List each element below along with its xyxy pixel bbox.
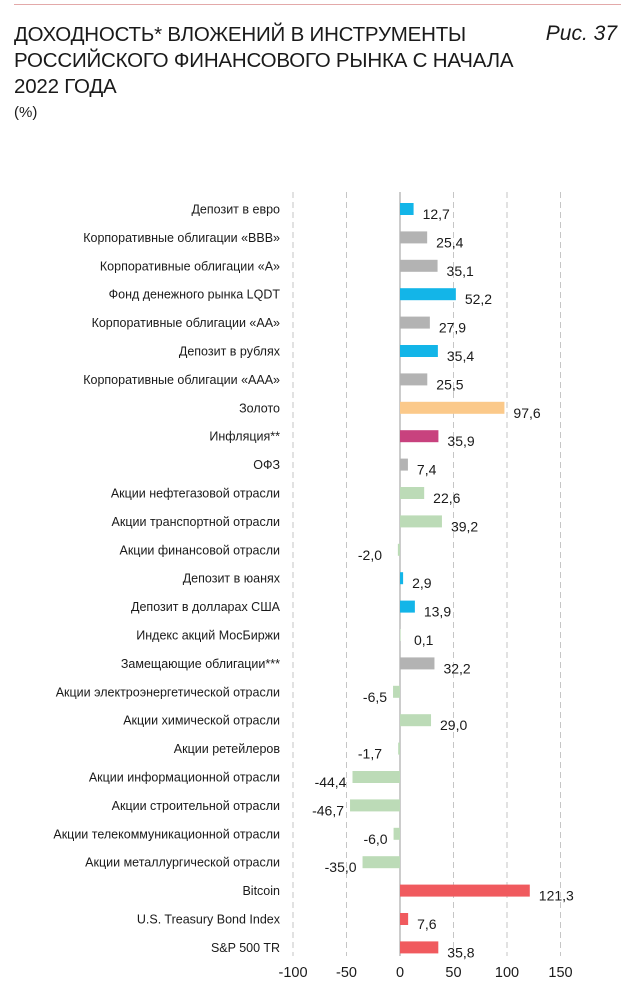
value-label: 35,8 [447,944,474,960]
value-label: 12,7 [423,206,450,222]
value-label: 22,6 [433,490,460,506]
bar [400,629,401,641]
value-label: 35,4 [447,348,474,364]
chart-title: ДОХОДНОСТЬ* ВЛОЖЕНИЙ В ИНСТРУМЕНТЫ РОССИ… [14,23,514,98]
bar [400,913,409,925]
category-label: Акции металлургической отрасли [85,856,280,870]
value-label: -6,0 [363,831,387,847]
category-label: Акции транспортной отрасли [112,515,280,529]
bar [400,203,414,215]
bar [400,714,432,727]
value-label: -6,5 [363,689,387,705]
value-label: -44,4 [315,774,347,790]
category-label: Акции информационной отрасли [89,771,280,785]
bars [350,203,530,954]
value-label: 13,9 [424,604,451,620]
x-tick-label: 50 [445,965,461,981]
category-label: Фонд денежного рынка LQDT [109,288,281,302]
category-labels: Депозит в евро Корпоративные облигации «B… [53,203,280,955]
bar [350,799,400,812]
bar [400,515,442,528]
category-label: Акции ретейлеров [174,742,281,756]
bar [400,401,505,414]
category-label: Корпоративные облигации «АА» [92,316,280,330]
category-label: Акции химической отрасли [123,714,280,728]
value-label: 121,3 [539,888,574,904]
category-label: U.S. Treasury Bond Index [137,913,281,927]
bar [400,458,408,471]
value-label: -35,0 [325,859,357,875]
x-tick-label: 150 [548,965,572,981]
category-label: Депозит в юанях [183,572,281,586]
bar [400,657,435,670]
bar [400,288,456,301]
category-label: Депозит в евро [191,203,280,217]
value-label: 52,2 [465,291,492,307]
value-label: -2,0 [358,547,382,563]
value-label: 29,0 [440,717,467,733]
value-label: 7,6 [417,916,437,932]
value-label: 39,2 [451,518,478,534]
x-tick-label: -100 [278,965,307,981]
bar [400,487,425,499]
bar [400,430,439,443]
category-label: Депозит в рублях [179,345,281,359]
category-label: Инфляция** [209,430,280,444]
bar [400,941,439,954]
value-label: 0,1 [414,632,434,648]
category-label: Акции финансовой отрасли [119,543,280,557]
bar [400,572,404,585]
figure-label: Рис. 37 [545,22,617,45]
value-label: 27,9 [439,320,466,336]
category-label: ОФЗ [253,458,280,472]
bar [400,259,438,272]
bar [400,345,438,357]
value-label: 25,5 [436,376,463,392]
bar [397,543,400,556]
bar [400,373,428,386]
gridlines [292,192,561,956]
x-tick-label: 100 [495,965,519,981]
x-axis-ticks: -100 -50 0 50 100 150 [278,965,572,981]
bar [400,600,415,613]
category-label: Депозит в долларах США [131,600,281,614]
category-label: S&P 500 TR [211,941,280,955]
category-label: Корпоративные облигации «А» [100,259,280,273]
category-label: Золото [239,401,280,415]
category-label: Индекс акций МосБиржи [136,629,280,643]
category-label: Акции телекоммуникационной отрасли [53,827,280,841]
x-tick-label: -50 [336,965,357,981]
bar [393,685,400,698]
category-label: Акции строительной отрасли [112,799,280,813]
unit-label: (%) [14,104,38,121]
category-label: Корпоративные облигации «BBB» [83,231,280,245]
value-labels: 12,7 25,4 35,1 52,2 27,9 35,4 25,5 97,6 35,9 7,4 2… [312,206,574,960]
value-label: 97,6 [513,405,540,421]
value-label: 35,9 [447,433,474,449]
value-label: 35,1 [447,263,474,279]
category-label: Bitcoin [242,884,280,898]
category-label: Корпоративные облигации «ААА» [83,373,280,387]
value-label: -1,7 [358,746,382,762]
bar [393,827,400,840]
value-label: 25,4 [436,234,463,250]
bar [352,771,400,783]
bar [400,231,428,244]
value-label: -46,7 [312,802,344,818]
value-label: 32,2 [443,660,470,676]
category-label: Акции нефтегазовой отрасли [111,487,280,501]
bar [398,742,400,755]
bar [400,316,430,329]
top-rule [14,4,621,5]
category-label: Акции электроэнергетической отрасли [56,685,280,699]
value-label: 2,9 [412,575,432,591]
category-label: Замещающие облигации*** [121,657,280,671]
bar [362,856,400,869]
bar [400,884,530,897]
x-tick-label: 0 [396,965,404,981]
value-label: 7,4 [417,462,437,478]
